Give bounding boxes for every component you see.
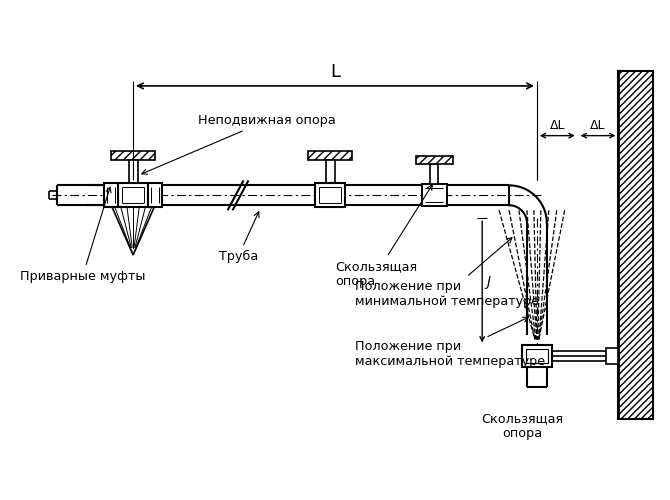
Text: Неподвижная опора: Неподвижная опора [142, 114, 336, 174]
Bar [326, 160, 335, 186]
Bar [606, 348, 618, 364]
Bar [421, 184, 448, 206]
Text: ΔL: ΔL [590, 118, 606, 132]
Text: Положение при
максимальной температуре: Положение при максимальной температуре [355, 317, 545, 368]
Polygon shape [111, 205, 155, 255]
Bar [415, 156, 454, 164]
Bar [526, 350, 548, 364]
Text: J: J [486, 275, 490, 289]
Bar [148, 184, 162, 207]
Bar [315, 184, 345, 207]
Bar [129, 160, 138, 186]
Bar [118, 184, 148, 207]
Text: Труба: Труба [218, 212, 259, 263]
Text: Скользящая
опора: Скользящая опора [335, 185, 432, 288]
Bar [522, 346, 552, 368]
Text: Приварные муфты: Приварные муфты [19, 187, 145, 283]
Text: Скользящая
опора: Скользящая опора [481, 412, 563, 440]
Bar [430, 164, 438, 184]
Text: ΔL: ΔL [549, 118, 565, 132]
Bar [308, 150, 352, 160]
Text: L: L [330, 63, 340, 81]
Text: Положение при
минимальной температуре: Положение при минимальной температуре [355, 238, 539, 308]
Bar [618, 71, 653, 419]
Bar [105, 184, 118, 207]
Bar [111, 150, 155, 160]
